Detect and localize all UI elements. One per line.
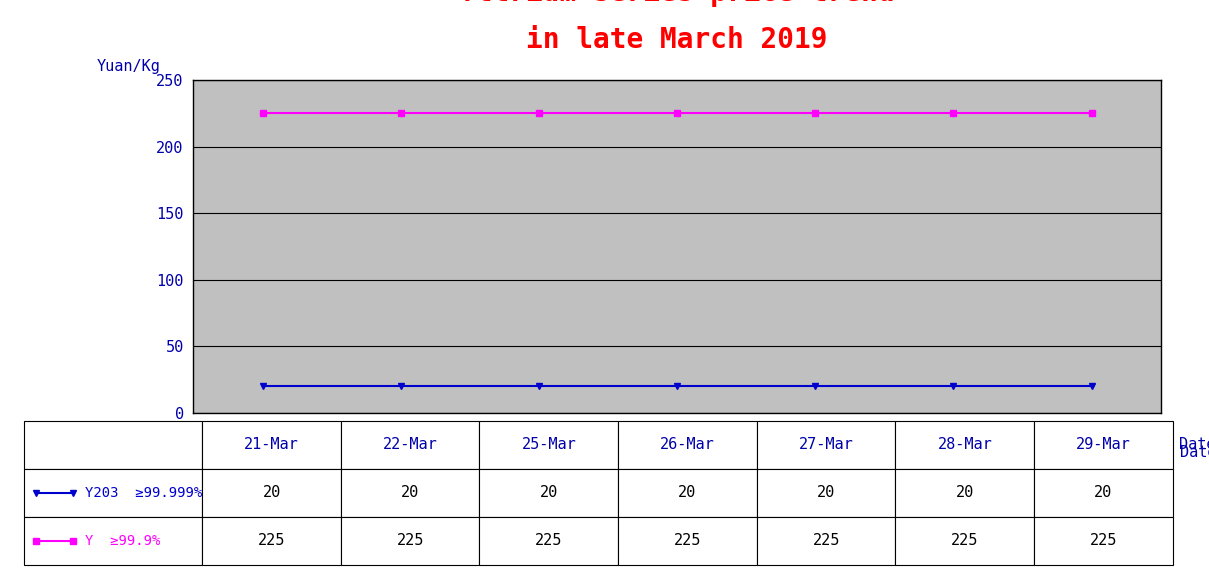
Text: 20: 20: [1094, 485, 1112, 500]
Bar: [757, 517, 896, 565]
Bar: [24, 421, 202, 469]
Bar: [24, 469, 202, 517]
Text: 225: 225: [1089, 533, 1117, 548]
Bar: [341, 421, 480, 469]
Text: Y  ≥99.9%: Y ≥99.9%: [85, 534, 160, 548]
Text: 225: 225: [397, 533, 424, 548]
Text: 225: 225: [812, 533, 840, 548]
Text: in late March 2019: in late March 2019: [526, 26, 828, 54]
Bar: [24, 517, 202, 565]
Text: 20: 20: [678, 485, 696, 500]
Text: 20: 20: [539, 485, 557, 500]
Bar: [202, 517, 341, 565]
Bar: [480, 421, 618, 469]
Bar: [480, 469, 618, 517]
Bar: [202, 469, 341, 517]
Bar: [1034, 421, 1173, 469]
Text: 225: 225: [951, 533, 978, 548]
Bar: [618, 421, 757, 469]
Text: 25-Mar: 25-Mar: [521, 437, 577, 452]
Bar: [480, 517, 618, 565]
Text: 225: 225: [673, 533, 701, 548]
Bar: [341, 469, 480, 517]
Text: 20: 20: [262, 485, 280, 500]
Text: 26-Mar: 26-Mar: [660, 437, 715, 452]
Text: 22-Mar: 22-Mar: [383, 437, 438, 452]
Bar: [202, 421, 341, 469]
Text: Date: Date: [1180, 445, 1209, 460]
Text: 20: 20: [401, 485, 420, 500]
Text: Yttrium series price trend: Yttrium series price trend: [459, 0, 895, 7]
Bar: [341, 517, 480, 565]
Bar: [1034, 517, 1173, 565]
Text: 20: 20: [955, 485, 974, 500]
Text: 225: 225: [258, 533, 285, 548]
Text: 29-Mar: 29-Mar: [1076, 437, 1130, 452]
Bar: [896, 469, 1034, 517]
Bar: [618, 517, 757, 565]
Text: 21-Mar: 21-Mar: [244, 437, 299, 452]
Text: 225: 225: [536, 533, 562, 548]
Bar: [757, 421, 896, 469]
Text: 28-Mar: 28-Mar: [937, 437, 993, 452]
Text: Yuan/Kg: Yuan/Kg: [97, 58, 161, 73]
Bar: [896, 517, 1034, 565]
Text: 27-Mar: 27-Mar: [799, 437, 854, 452]
Text: 20: 20: [817, 485, 835, 500]
Bar: [618, 469, 757, 517]
Text: Y203  ≥99.999%: Y203 ≥99.999%: [85, 486, 202, 500]
Bar: [896, 421, 1034, 469]
Bar: [757, 469, 896, 517]
Bar: [1034, 469, 1173, 517]
Text: Date: Date: [1179, 437, 1209, 452]
